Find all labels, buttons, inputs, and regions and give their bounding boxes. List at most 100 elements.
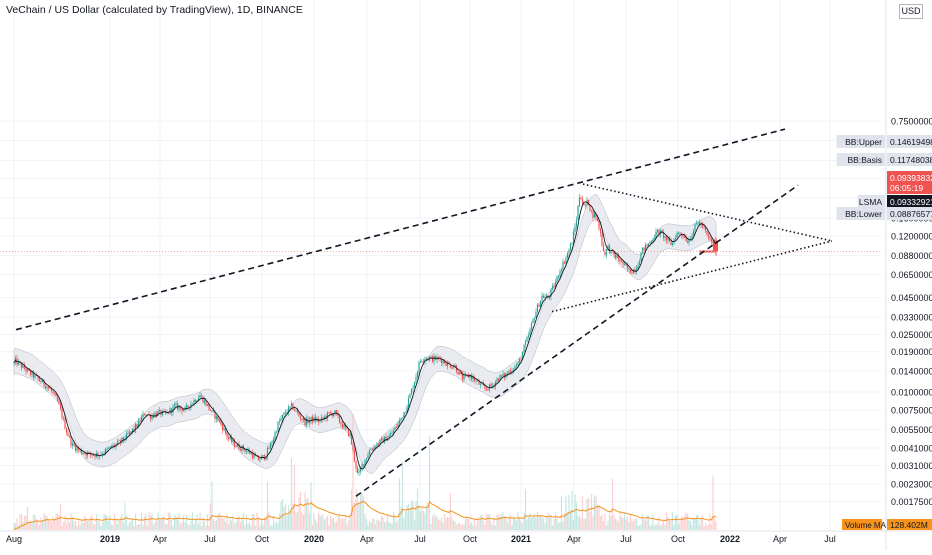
candle-body bbox=[416, 371, 419, 377]
candle-body bbox=[394, 426, 396, 430]
candle-body bbox=[356, 468, 359, 473]
candle-body bbox=[461, 373, 464, 380]
currency-badge[interactable]: USD bbox=[899, 4, 923, 19]
volume-bar bbox=[665, 512, 668, 530]
time-axis[interactable]: Aug 2019 Apr Jul Oct 2020 Apr Jul Oct 2021 Apr Jul O… bbox=[0, 530, 932, 544]
volume-bar bbox=[670, 520, 672, 530]
volume-bar bbox=[394, 516, 396, 530]
candle-body bbox=[400, 417, 402, 421]
volume-bar bbox=[220, 516, 222, 530]
candle-body bbox=[443, 360, 446, 364]
candle-body bbox=[284, 412, 287, 414]
volume-bar bbox=[202, 517, 204, 530]
candle-body bbox=[484, 385, 486, 389]
candle-body bbox=[361, 464, 363, 469]
candle-body bbox=[514, 366, 516, 370]
volume-bar bbox=[623, 512, 626, 530]
candle-body bbox=[82, 453, 84, 455]
volume-bar bbox=[508, 516, 510, 530]
volume-bar bbox=[575, 502, 578, 530]
volume-bar bbox=[154, 521, 156, 530]
candle-body bbox=[26, 368, 29, 372]
candle-body bbox=[442, 360, 444, 363]
volume-bar bbox=[445, 518, 447, 530]
volume-bar bbox=[178, 513, 180, 530]
candle-body bbox=[38, 378, 41, 381]
candle-body bbox=[446, 362, 449, 367]
volume-bar bbox=[602, 521, 605, 530]
volume-bar bbox=[502, 512, 504, 530]
volume-bar bbox=[646, 515, 648, 530]
volume-bar bbox=[535, 518, 537, 530]
volume-bar bbox=[173, 515, 176, 530]
candle-body bbox=[227, 437, 230, 439]
volume-bar bbox=[668, 520, 671, 530]
volume-bar bbox=[169, 512, 171, 530]
candle-body bbox=[211, 410, 213, 411]
volume-bar bbox=[145, 513, 147, 530]
candle-body bbox=[176, 403, 179, 410]
candle-body bbox=[701, 223, 704, 227]
candle-body bbox=[142, 413, 144, 418]
candle-body bbox=[653, 237, 656, 240]
volume-bar bbox=[86, 521, 89, 530]
bb-basis-label: BB:Basis 0.11748038 bbox=[836, 153, 932, 166]
candle-body bbox=[311, 416, 314, 422]
candle-body bbox=[562, 261, 564, 270]
volume-bar bbox=[527, 517, 530, 530]
volume-bar bbox=[409, 509, 411, 530]
candle-body bbox=[257, 456, 260, 461]
candle-body bbox=[278, 421, 281, 423]
candle-body bbox=[407, 398, 410, 407]
symbol-title[interactable]: VeChain / US Dollar (calculated by Tradi… bbox=[6, 4, 303, 16]
volume-bar bbox=[13, 522, 15, 530]
candle-body bbox=[263, 455, 266, 460]
candle-body bbox=[325, 416, 327, 419]
candle-body bbox=[281, 414, 284, 419]
candle-body bbox=[61, 408, 63, 418]
price-axis[interactable]: 0.750000000.550000000.400000000.30000000… bbox=[885, 0, 932, 550]
volume-bar bbox=[395, 522, 398, 530]
candle-body bbox=[145, 414, 147, 416]
volume-bar bbox=[542, 518, 545, 530]
candle-body bbox=[413, 381, 416, 388]
candle-body bbox=[599, 228, 602, 234]
candle-body bbox=[130, 431, 132, 433]
volume-ma-value-bg bbox=[887, 519, 932, 530]
candle-body bbox=[608, 245, 611, 254]
candle-body bbox=[106, 448, 108, 450]
volume-bar bbox=[88, 521, 90, 530]
candle-body bbox=[34, 374, 36, 378]
candle-body bbox=[641, 247, 644, 253]
volume-bar bbox=[560, 496, 563, 530]
candle-body bbox=[457, 371, 459, 375]
volume-bar bbox=[686, 513, 689, 530]
candle-body bbox=[616, 255, 618, 258]
volume-bar bbox=[97, 519, 99, 530]
volume-bar bbox=[89, 516, 92, 530]
volume-bar bbox=[104, 514, 107, 530]
time-tick-label: Oct bbox=[255, 534, 270, 544]
volume-bar bbox=[695, 514, 698, 530]
volume-bar bbox=[407, 503, 410, 530]
volume-bar bbox=[94, 524, 96, 530]
volume-bar bbox=[185, 514, 188, 530]
candle-body bbox=[125, 433, 128, 439]
volume-bar bbox=[497, 514, 500, 530]
volume-bar bbox=[632, 521, 635, 530]
candle-body bbox=[551, 286, 554, 290]
volume-bar bbox=[610, 515, 612, 530]
volume-bar bbox=[149, 515, 152, 530]
volume-bar bbox=[268, 512, 270, 530]
candle-body bbox=[358, 471, 360, 473]
trendlines[interactable] bbox=[15, 128, 833, 497]
volume-bar bbox=[305, 499, 308, 530]
volume-bar bbox=[601, 514, 603, 530]
volume-bar bbox=[493, 517, 495, 530]
candle-body bbox=[670, 241, 672, 245]
volume-bar bbox=[34, 515, 36, 530]
candle-body bbox=[23, 365, 26, 369]
candle-body bbox=[292, 403, 294, 410]
